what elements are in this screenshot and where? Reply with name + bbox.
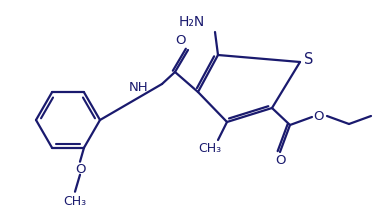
Text: CH₃: CH₃ — [63, 195, 86, 208]
Text: H₂N: H₂N — [179, 15, 205, 29]
Text: O: O — [75, 163, 85, 176]
Text: S: S — [304, 51, 314, 66]
Text: O: O — [276, 154, 286, 167]
Text: CH₃: CH₃ — [198, 141, 222, 154]
Text: O: O — [175, 33, 185, 46]
Text: NH: NH — [129, 81, 148, 94]
Text: O: O — [314, 110, 324, 123]
